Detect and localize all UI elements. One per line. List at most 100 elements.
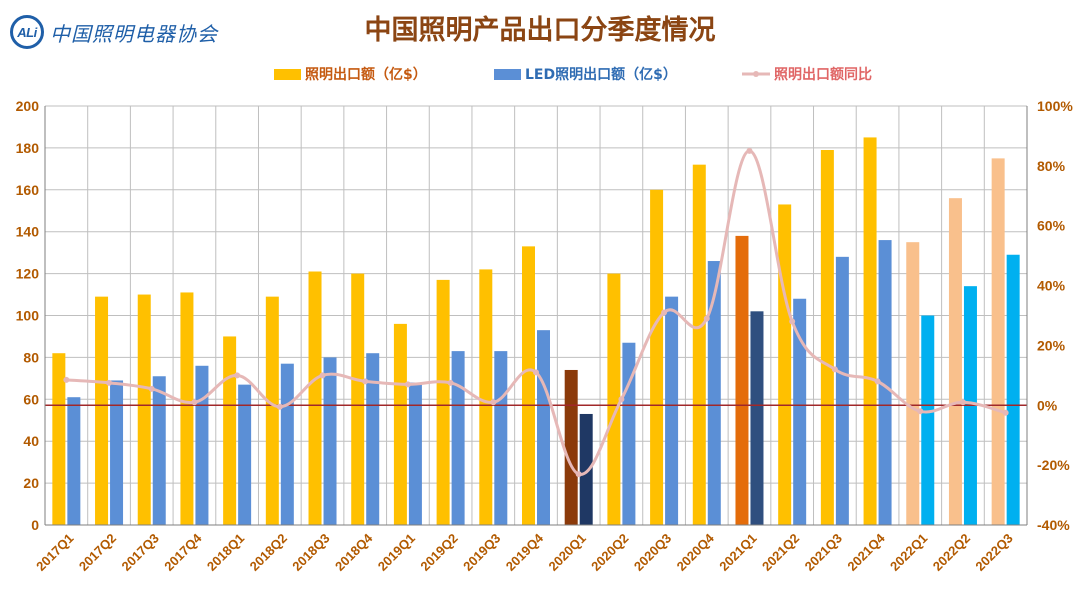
bar-lighting-export	[95, 296, 109, 525]
x-axis-tick-label: 2019Q2	[417, 531, 460, 574]
yoy-point	[106, 379, 113, 386]
yoy-point	[234, 372, 241, 379]
yoy-point	[362, 378, 369, 385]
bar-lighting-export	[735, 235, 749, 525]
x-axis-tick-label: 2020Q3	[631, 531, 674, 574]
yoy-point	[319, 372, 326, 379]
bar-led-export	[835, 256, 849, 525]
x-axis-tick-label: 2018Q4	[332, 530, 376, 574]
bar-lighting-export	[991, 158, 1005, 525]
x-axis-tick-label: 2021Q4	[844, 530, 888, 574]
bar-lighting-export	[308, 271, 322, 525]
chart-legend: 照明出口额（亿$） LED照明出口额（亿$） 照明出口额同比	[0, 62, 1080, 86]
yoy-point	[789, 318, 796, 325]
legend-swatch-led-export	[494, 68, 521, 80]
right-axis-tick-label: 40%	[1037, 278, 1066, 294]
bar-lighting-export	[778, 204, 792, 525]
bar-lighting-export	[650, 189, 664, 526]
bar-led-export	[323, 357, 337, 525]
legend-swatch-lighting-export	[274, 68, 301, 80]
x-axis-tick-label: 2017Q2	[76, 531, 119, 574]
yoy-point	[746, 147, 753, 154]
yoy-point	[63, 376, 70, 383]
yoy-point	[191, 399, 198, 406]
left-axis-tick-label: 160	[16, 182, 40, 198]
bar-lighting-export	[863, 137, 877, 526]
right-axis-tick-label: 0%	[1037, 397, 1058, 413]
left-axis-tick-label: 60	[23, 391, 39, 407]
bar-led-export	[110, 380, 124, 525]
yoy-point	[831, 366, 838, 373]
bar-led-export	[152, 376, 166, 525]
left-axis-tick-label: 200	[16, 98, 40, 114]
yoy-point	[917, 408, 924, 415]
logo-mark: ALi	[10, 15, 44, 49]
x-axis-tick-label: 2021Q2	[759, 531, 802, 574]
yoy-point	[874, 378, 881, 385]
yoy-point	[148, 385, 155, 392]
yoy-point	[661, 309, 668, 316]
bar-lighting-export	[564, 369, 578, 525]
x-axis-tick-label: 2021Q1	[716, 531, 759, 574]
x-axis-tick-label: 2019Q3	[460, 531, 503, 574]
x-axis-tick-label: 2019Q4	[503, 530, 547, 574]
logo-text: 中国照明电器协会	[50, 21, 218, 46]
bar-lighting-export	[948, 198, 962, 525]
bar-led-export	[878, 240, 892, 525]
x-axis-tick-label: 2017Q1	[33, 531, 76, 574]
x-axis-tick-label: 2020Q4	[674, 530, 718, 574]
left-axis-tick-label: 100	[16, 308, 40, 324]
x-axis-tick-label: 2022Q2	[930, 531, 973, 574]
bar-lighting-export	[393, 323, 407, 525]
legend-swatch-yoy	[742, 71, 770, 77]
bar-led-export	[195, 365, 209, 525]
yoy-point	[575, 471, 582, 478]
left-axis-tick-label: 80	[23, 349, 39, 365]
left-axis-tick-label: 120	[16, 266, 40, 282]
x-axis-tick-label: 2020Q1	[545, 531, 588, 574]
x-axis-tick-label: 2020Q2	[588, 531, 631, 574]
x-axis-tick-label: 2022Q3	[972, 531, 1015, 574]
chart-title: 中国照明产品出口分季度情况	[364, 15, 716, 46]
legend-item-led-export: LED照明出口额（亿$）	[494, 62, 677, 86]
logo: ALi 中国照明电器协会	[10, 14, 218, 50]
x-axis-tick-label: 2018Q3	[289, 531, 332, 574]
yoy-point	[447, 379, 454, 386]
yoy-point	[959, 399, 966, 406]
bar-lighting-export	[180, 292, 194, 525]
x-axis-tick-label: 2017Q3	[119, 531, 162, 574]
bar-lighting-export	[436, 279, 450, 525]
x-axis-tick-label: 2018Q2	[247, 531, 290, 574]
bar-lighting-export	[479, 269, 493, 525]
bar-led-export	[1006, 254, 1020, 525]
x-axis-tick-label: 2018Q1	[204, 531, 247, 574]
bar-lighting-export	[906, 242, 920, 526]
bar-led-export	[408, 382, 422, 525]
bar-led-export	[494, 351, 508, 525]
bar-led-export	[451, 351, 465, 525]
legend-label-yoy: 照明出口额同比	[774, 67, 872, 83]
bar-lighting-export	[820, 149, 834, 525]
bar-lighting-export	[265, 296, 279, 525]
legend-item-yoy: 照明出口额同比	[742, 62, 872, 86]
bar-led-export	[537, 330, 550, 525]
bar-lighting-export	[52, 353, 66, 525]
x-axis-tick-label: 2022Q1	[887, 531, 930, 574]
legend-label-lighting-export: 照明出口额（亿$）	[305, 67, 427, 83]
bar-led-export	[707, 261, 721, 525]
right-axis-tick-label: 100%	[1037, 98, 1073, 114]
bar-lighting-export	[351, 273, 365, 525]
bar-lighting-export	[522, 246, 535, 526]
legend-label-led-export: LED照明出口额（亿$）	[525, 67, 677, 83]
bar-led-export	[665, 296, 679, 525]
left-axis-tick-label: 0	[31, 517, 39, 533]
bar-led-export	[921, 315, 935, 525]
left-axis-tick-label: 140	[16, 224, 40, 240]
yoy-point	[276, 403, 283, 410]
bar-lighting-export	[692, 164, 706, 525]
left-axis-tick-label: 20	[23, 475, 39, 491]
yoy-point	[490, 399, 497, 406]
left-axis-tick-label: 40	[23, 433, 39, 449]
x-axis-tick-label: 2021Q3	[802, 531, 845, 574]
